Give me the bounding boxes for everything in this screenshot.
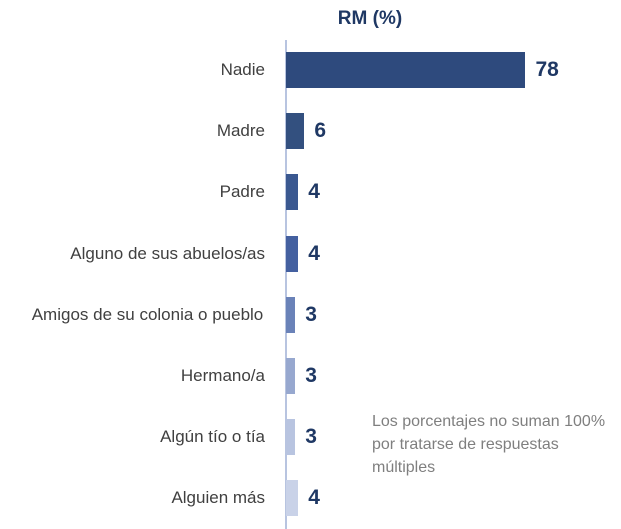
category-label: Hermano/a bbox=[180, 366, 265, 385]
bar bbox=[286, 296, 296, 333]
value-label: 3 bbox=[305, 425, 317, 449]
bar bbox=[286, 419, 296, 456]
bar bbox=[286, 235, 299, 272]
chart-title: RM (%) bbox=[337, 8, 403, 29]
bar bbox=[286, 358, 296, 394]
bar bbox=[286, 480, 299, 517]
bar bbox=[286, 113, 305, 150]
value-label: 3 bbox=[305, 302, 317, 326]
category-label: Padre bbox=[219, 182, 265, 202]
value-label: 4 bbox=[308, 241, 320, 265]
category-label: Alguien más bbox=[171, 488, 265, 508]
category-label: Nadie bbox=[220, 60, 265, 79]
category-label: Madre bbox=[216, 121, 265, 141]
bar bbox=[286, 174, 299, 211]
value-label: 3 bbox=[305, 364, 317, 387]
category-label: Algún tío o tía bbox=[160, 427, 265, 447]
category-label: Amigos de su colonia o pueblo bbox=[31, 304, 264, 324]
value-label: 6 bbox=[314, 119, 327, 143]
bar bbox=[286, 52, 526, 88]
value-label: 4 bbox=[308, 486, 320, 510]
value-label: 4 bbox=[308, 180, 320, 204]
axis-line bbox=[285, 40, 287, 529]
value-label: 78 bbox=[535, 58, 559, 81]
category-label: Alguno de sus abuelos/as bbox=[70, 243, 265, 263]
annotation: Los porcentajes no suman 100% por tratar… bbox=[372, 413, 606, 476]
